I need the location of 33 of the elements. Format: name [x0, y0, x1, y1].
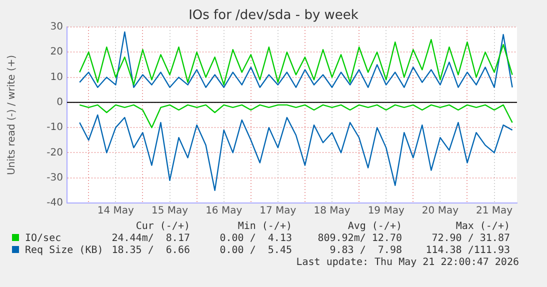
y-tick-label: -40 — [46, 198, 63, 209]
text: 72.90 / 31.87 — [432, 233, 510, 244]
legend-label: IO/sec — [25, 233, 62, 244]
text: 9.83 / 7.98 — [330, 245, 402, 256]
x-tick-label: 17 May — [260, 206, 296, 217]
text: 18.35 / 6.66 — [112, 245, 190, 256]
text: Avg (-/+) — [348, 221, 402, 232]
x-tick-label: 18 May — [314, 206, 350, 217]
chart-title: IOs for /dev/sda - by week — [188, 8, 360, 23]
y-tick-label: 0 — [56, 97, 63, 108]
x-tick-label: 21 May — [476, 206, 513, 217]
text: Max (-/+) — [456, 221, 510, 232]
text: 0.00 / 5.45 — [220, 245, 292, 256]
legend-label: Req Size (KB) — [25, 245, 104, 256]
y-tick-label: -30 — [46, 172, 63, 184]
text: 114.38 /111.93 — [426, 245, 510, 256]
text: 0.00 / 4.13 — [220, 233, 292, 244]
text: Min (-/+) — [238, 221, 292, 232]
text: Last update: Thu May 21 22:00:47 2026 — [296, 257, 519, 268]
y-tick-label: -20 — [46, 147, 63, 158]
y-tick-label: 10 — [50, 72, 63, 83]
text: Cur (-/+) — [136, 221, 190, 232]
y-tick-label: -10 — [46, 122, 63, 134]
text: 809.92m/ 12.70 — [318, 233, 402, 244]
x-tick-label: 14 May — [97, 206, 134, 217]
y-tick-label: 20 — [50, 46, 63, 58]
x-tick-label: 16 May — [206, 206, 242, 217]
text: 24.44m/ 8.17 — [112, 233, 190, 244]
x-tick-label: 20 May — [422, 206, 459, 217]
y-axis-title: Units read (-) / write (+) — [6, 54, 18, 176]
y-tick-label: 30 — [50, 22, 63, 33]
x-tick-label: 19 May — [368, 206, 404, 217]
x-tick-label: 15 May — [151, 206, 188, 217]
